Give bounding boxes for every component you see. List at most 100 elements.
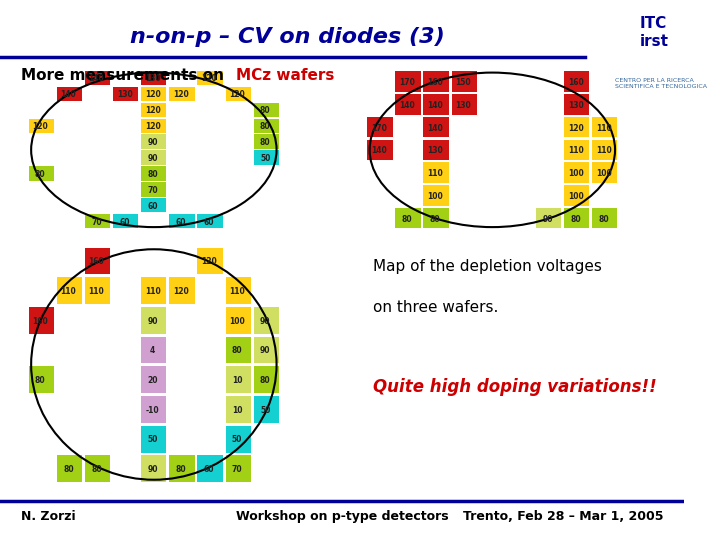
Text: 140: 140	[60, 90, 76, 99]
Text: 100: 100	[595, 169, 611, 178]
FancyBboxPatch shape	[169, 277, 194, 304]
Text: 80: 80	[260, 122, 271, 131]
FancyBboxPatch shape	[141, 366, 166, 393]
Text: 80: 80	[570, 214, 581, 224]
Text: n-on-p – CV on diodes (3): n-on-p – CV on diodes (3)	[130, 27, 444, 47]
Text: 50: 50	[148, 435, 158, 444]
Text: 140: 140	[399, 101, 415, 110]
FancyBboxPatch shape	[564, 94, 589, 114]
FancyBboxPatch shape	[141, 150, 166, 165]
FancyBboxPatch shape	[141, 86, 166, 101]
Text: 110: 110	[595, 146, 611, 156]
Text: -10: -10	[146, 406, 160, 415]
Text: 120: 120	[32, 122, 48, 131]
FancyBboxPatch shape	[113, 86, 138, 101]
Text: 80: 80	[176, 465, 186, 474]
FancyBboxPatch shape	[141, 426, 166, 453]
FancyBboxPatch shape	[395, 94, 420, 114]
FancyBboxPatch shape	[592, 163, 617, 183]
Text: 80: 80	[35, 376, 45, 385]
Text: 110: 110	[567, 146, 583, 156]
FancyBboxPatch shape	[225, 396, 251, 423]
Text: ITC
irst: ITC irst	[639, 16, 668, 49]
Text: 140: 140	[89, 75, 104, 83]
FancyBboxPatch shape	[141, 118, 166, 133]
FancyBboxPatch shape	[141, 337, 166, 363]
FancyBboxPatch shape	[253, 150, 279, 165]
FancyBboxPatch shape	[57, 455, 82, 482]
Text: 70: 70	[91, 218, 102, 227]
FancyBboxPatch shape	[225, 455, 251, 482]
Text: 90: 90	[542, 214, 553, 224]
FancyBboxPatch shape	[169, 86, 194, 101]
FancyBboxPatch shape	[141, 103, 166, 117]
Text: 80: 80	[430, 214, 441, 224]
Text: 60: 60	[204, 465, 215, 474]
FancyBboxPatch shape	[29, 366, 54, 393]
Text: 80: 80	[148, 170, 158, 179]
FancyBboxPatch shape	[395, 71, 420, 92]
FancyBboxPatch shape	[253, 118, 279, 133]
Text: 160: 160	[89, 257, 104, 266]
Text: 160: 160	[427, 78, 443, 87]
FancyBboxPatch shape	[141, 166, 166, 180]
FancyBboxPatch shape	[253, 366, 279, 393]
Text: 130: 130	[567, 101, 583, 110]
Text: More measurements on: More measurements on	[20, 68, 229, 83]
Text: 120: 120	[229, 90, 245, 99]
Text: 70: 70	[232, 465, 243, 474]
Text: 160: 160	[32, 316, 48, 326]
FancyBboxPatch shape	[592, 140, 617, 160]
FancyBboxPatch shape	[85, 277, 110, 304]
Text: 140: 140	[427, 124, 443, 132]
Text: 80: 80	[35, 170, 45, 179]
FancyBboxPatch shape	[395, 208, 420, 228]
Text: 80: 80	[260, 138, 271, 147]
Text: 110: 110	[229, 287, 245, 296]
Text: 120: 120	[567, 124, 583, 132]
Text: 130: 130	[455, 101, 471, 110]
Text: Workshop on p-type detectors: Workshop on p-type detectors	[235, 510, 449, 523]
FancyBboxPatch shape	[141, 71, 166, 85]
Text: 10: 10	[232, 376, 243, 385]
FancyBboxPatch shape	[423, 185, 449, 206]
Text: 170: 170	[399, 78, 415, 87]
FancyBboxPatch shape	[113, 214, 138, 228]
FancyBboxPatch shape	[169, 455, 194, 482]
Text: 4: 4	[150, 346, 156, 355]
Text: 80: 80	[260, 376, 271, 385]
FancyBboxPatch shape	[225, 426, 251, 453]
FancyBboxPatch shape	[451, 71, 477, 92]
FancyBboxPatch shape	[367, 140, 392, 160]
FancyBboxPatch shape	[253, 134, 279, 149]
FancyBboxPatch shape	[592, 117, 617, 137]
FancyBboxPatch shape	[141, 396, 166, 423]
Text: 120: 120	[201, 257, 217, 266]
Text: 90: 90	[148, 465, 158, 474]
FancyBboxPatch shape	[253, 396, 279, 423]
FancyBboxPatch shape	[423, 140, 449, 160]
FancyBboxPatch shape	[57, 277, 82, 304]
Text: 160: 160	[567, 78, 583, 87]
FancyBboxPatch shape	[29, 307, 54, 334]
Text: 120: 120	[145, 106, 161, 115]
FancyBboxPatch shape	[141, 198, 166, 213]
FancyBboxPatch shape	[85, 71, 110, 85]
FancyBboxPatch shape	[253, 103, 279, 117]
FancyBboxPatch shape	[564, 163, 589, 183]
Text: 90: 90	[260, 346, 271, 355]
FancyBboxPatch shape	[423, 71, 449, 92]
FancyBboxPatch shape	[225, 86, 251, 101]
FancyBboxPatch shape	[451, 94, 477, 114]
Text: 150: 150	[455, 78, 471, 87]
FancyBboxPatch shape	[29, 166, 54, 180]
FancyBboxPatch shape	[141, 277, 166, 304]
Text: 110: 110	[60, 287, 76, 296]
Text: 70: 70	[148, 186, 158, 195]
Text: 170: 170	[371, 124, 387, 132]
FancyBboxPatch shape	[141, 307, 166, 334]
FancyBboxPatch shape	[85, 455, 110, 482]
Text: 140: 140	[371, 146, 387, 156]
FancyBboxPatch shape	[564, 208, 589, 228]
Text: 100: 100	[427, 192, 443, 201]
